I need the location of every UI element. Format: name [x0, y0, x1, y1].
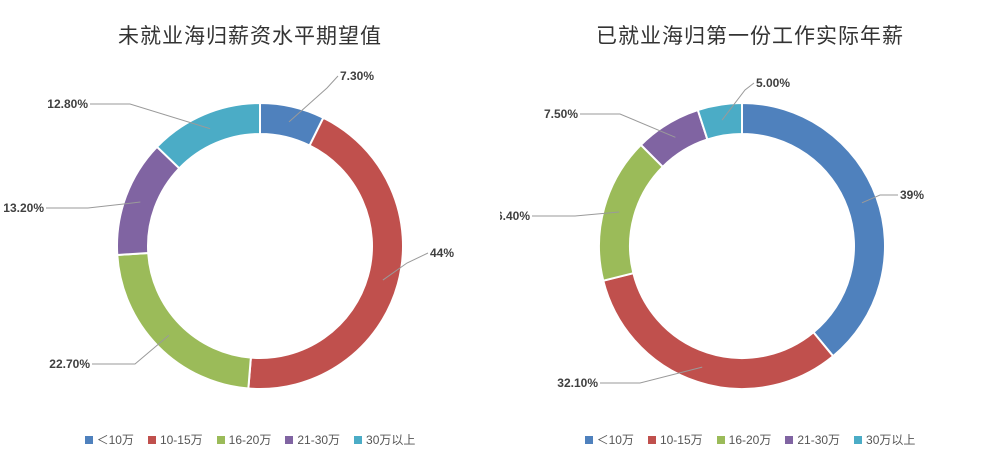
legend-item: 21-30万	[785, 431, 840, 448]
legend-swatch	[647, 435, 656, 444]
legend-item: 16-20万	[216, 431, 272, 448]
leader-line	[600, 366, 703, 384]
legend-swatch	[147, 435, 156, 444]
leader-line	[721, 82, 755, 121]
leader-line	[861, 194, 898, 204]
legend-item: ＜10万	[584, 431, 634, 448]
legend: ＜10万 10-15万 16-20万 21-30万 30万以上	[0, 431, 500, 448]
leader-line	[532, 211, 620, 217]
legend-label: 10-15万	[159, 433, 203, 447]
legend-label: 10-15万	[659, 433, 703, 447]
legend-label: 30万以上	[366, 433, 416, 447]
doughnut-slice	[116, 145, 181, 257]
leader-line	[90, 103, 211, 130]
doughnut-slice	[155, 101, 261, 170]
leader-line	[46, 201, 141, 209]
legend-item: 30万以上	[854, 431, 915, 448]
data-label: 16.40%	[500, 209, 530, 223]
legend-label: 30万以上	[866, 433, 916, 447]
leader-line	[92, 334, 170, 365]
legend-item: ＜10万	[84, 431, 134, 448]
chart-title: 已就业海归第一份工作实际年薪	[596, 24, 904, 48]
legend-label: 16-20万	[728, 433, 772, 447]
legend-label: ＜10万	[596, 433, 634, 447]
doughnut-chart-expected: 未就业海归薪资水平期望值 7.30% 44% 22.70% 13.20% 12.80% …	[0, 24, 500, 448]
legend-swatch	[84, 435, 93, 444]
legend-swatch	[216, 435, 225, 444]
leader-line	[382, 252, 429, 281]
data-label: 44%	[430, 246, 454, 260]
legend-item: 21-30万	[285, 431, 340, 448]
doughnut-slice	[741, 101, 886, 358]
legend-item: 10-15万	[147, 431, 203, 448]
doughnut-slice	[696, 101, 743, 141]
doughnut-slice	[602, 271, 835, 390]
doughnut-plot: 39% 32.10% 16.40% 7.50% 5.00%	[500, 76, 924, 390]
doughnut-slice	[247, 116, 404, 390]
legend-label: 21-30万	[797, 433, 841, 447]
data-label: 7.50%	[544, 107, 578, 121]
legend-item: 16-20万	[716, 431, 772, 448]
legend-item: 30万以上	[354, 431, 415, 448]
legend-swatch	[354, 435, 363, 444]
legend: ＜10万 10-15万 16-20万 21-30万 30万以上	[500, 431, 1000, 448]
legend-swatch	[716, 435, 725, 444]
data-label: 12.80%	[47, 97, 88, 111]
doughnut-slice	[116, 251, 252, 390]
doughnut-chart-actual: 已就业海归第一份工作实际年薪 39% 32.10% 16.40% 7.50% 5.00%…	[500, 0, 1000, 462]
data-label: 13.20%	[3, 201, 44, 215]
legend-label: 21-30万	[297, 433, 341, 447]
legend-swatch	[854, 435, 863, 444]
leader-line	[288, 75, 339, 123]
data-label: 5.00%	[756, 76, 790, 90]
data-label: 32.10%	[557, 376, 598, 390]
legend-item: 10-15万	[647, 431, 703, 448]
legend-swatch	[785, 435, 794, 444]
legend-swatch	[584, 435, 593, 444]
data-label: 22.70%	[49, 357, 90, 371]
doughnut-plot: 7.30% 44% 22.70% 13.20% 12.80%	[3, 69, 454, 390]
data-label: 7.30%	[340, 69, 374, 83]
chart-title: 未就业海归薪资水平期望值	[118, 24, 382, 48]
legend-label: 16-20万	[228, 433, 272, 447]
leader-line	[580, 113, 676, 138]
data-label: 39%	[900, 188, 924, 202]
legend-swatch	[285, 435, 294, 444]
legend-label: ＜10万	[96, 433, 134, 447]
